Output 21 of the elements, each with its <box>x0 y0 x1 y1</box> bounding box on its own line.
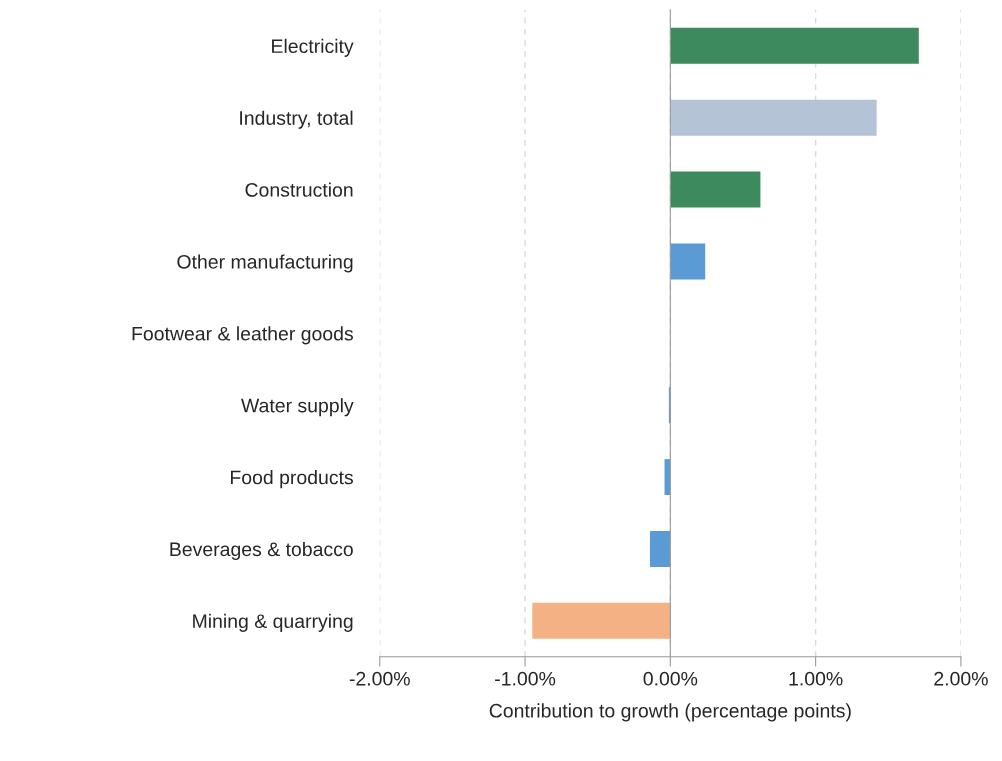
bar <box>670 99 877 136</box>
y-tick-label: Electricity <box>272 38 354 57</box>
y-tick-label: Other manufacturing <box>177 254 353 273</box>
bar <box>650 530 671 567</box>
bar <box>532 602 671 639</box>
bar <box>670 171 761 208</box>
x-tick-label: 1.00% <box>789 671 843 686</box>
x-tick-label: -2.00% <box>349 671 410 686</box>
y-tick-label: Industry, total <box>240 110 353 129</box>
y-tick-label: Mining & quarrying <box>193 613 353 632</box>
bar <box>670 27 919 64</box>
x-axis-title: Contribution to growth (percentage points) <box>489 703 851 722</box>
y-tick-label: Food products <box>230 470 353 489</box>
y-tick-label: Construction <box>245 182 353 197</box>
x-tick-label: 2.00% <box>934 671 988 686</box>
y-tick-label: Water supply <box>241 398 354 417</box>
bar <box>670 243 706 280</box>
y-tick-label: Beverages & tobacco <box>170 541 353 561</box>
x-tick-label: -1.00% <box>495 671 556 686</box>
x-tick-label: 0.00% <box>643 671 698 686</box>
y-tick-label: Footwear & leather goods <box>132 326 353 345</box>
